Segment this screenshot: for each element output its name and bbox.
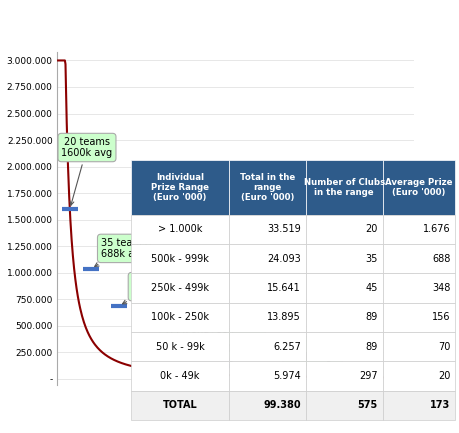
Bar [382, 362, 454, 391]
Bar [228, 244, 305, 273]
Text: 89: 89 [365, 342, 377, 352]
Bar [228, 362, 305, 391]
Text: Number of Clubs
in the range: Number of Clubs in the range [303, 178, 384, 197]
Text: 35 teams
688k avg: 35 teams 688k avg [95, 238, 146, 266]
Bar [305, 362, 382, 391]
Bar [131, 332, 228, 362]
Text: 20: 20 [364, 224, 377, 234]
Text: 50 k - 99k: 50 k - 99k [155, 342, 204, 352]
Bar [228, 303, 305, 332]
Bar [305, 332, 382, 362]
Bar [131, 362, 228, 391]
Text: Total in the
range
(Euro '000): Total in the range (Euro '000) [239, 173, 294, 202]
Bar [382, 303, 454, 332]
Bar [228, 215, 305, 244]
Text: 33.519: 33.519 [267, 224, 300, 234]
Text: 6.257: 6.257 [272, 342, 300, 352]
Text: 45 teams
350k avg: 45 teams 350k avg [122, 276, 177, 304]
Text: 99.380: 99.380 [263, 401, 300, 410]
Text: 89 teams
156k avg: 89 teams 156k avg [163, 318, 209, 347]
Bar [131, 273, 228, 303]
Text: 688: 688 [431, 254, 449, 264]
Bar [305, 391, 382, 420]
Text: 1.676: 1.676 [422, 224, 449, 234]
Text: TOTAL: TOTAL [162, 401, 197, 410]
Bar [131, 160, 228, 215]
Bar [382, 215, 454, 244]
Bar [228, 391, 305, 420]
Bar [305, 303, 382, 332]
Bar [382, 160, 454, 215]
Text: 500k - 999k: 500k - 999k [151, 254, 208, 264]
Text: 89: 89 [365, 312, 377, 323]
Bar [228, 273, 305, 303]
Bar [382, 391, 454, 420]
Text: 89 teams
70k avg: 89 teams 70k avg [215, 332, 261, 362]
Text: 297: 297 [358, 371, 377, 381]
Bar [131, 215, 228, 244]
Bar [305, 244, 382, 273]
Bar [305, 273, 382, 303]
Text: 297 teams
20k avg: 297 teams 20k avg [286, 340, 338, 372]
Text: 24.093: 24.093 [267, 254, 300, 264]
Text: 250k - 499k: 250k - 499k [151, 283, 208, 293]
Text: 5.974: 5.974 [273, 371, 300, 381]
Text: 100k - 250k: 100k - 250k [151, 312, 208, 323]
Bar [131, 303, 228, 332]
Bar [228, 332, 305, 362]
Bar [382, 273, 454, 303]
Text: 156: 156 [431, 312, 449, 323]
Text: Average Prize
(Euro '000): Average Prize (Euro '000) [385, 178, 452, 197]
Text: 45: 45 [364, 283, 377, 293]
Bar [382, 332, 454, 362]
Bar [305, 215, 382, 244]
Bar [305, 160, 382, 215]
Text: 173: 173 [429, 401, 449, 410]
Text: 15.641: 15.641 [267, 283, 300, 293]
Bar [382, 244, 454, 273]
Text: 575: 575 [357, 401, 377, 410]
Text: 35: 35 [364, 254, 377, 264]
Text: 20 teams
1600k avg: 20 teams 1600k avg [62, 137, 112, 205]
Text: 0k - 49k: 0k - 49k [160, 371, 199, 381]
Bar [131, 391, 228, 420]
Text: 13.895: 13.895 [267, 312, 300, 323]
Text: > 1.000k: > 1.000k [157, 224, 202, 234]
Bar [131, 244, 228, 273]
Text: 20: 20 [437, 371, 449, 381]
Text: 70: 70 [437, 342, 449, 352]
Text: 348: 348 [431, 283, 449, 293]
Bar [228, 160, 305, 215]
Text: Individual
Prize Range
(Euro '000): Individual Prize Range (Euro '000) [151, 173, 208, 202]
